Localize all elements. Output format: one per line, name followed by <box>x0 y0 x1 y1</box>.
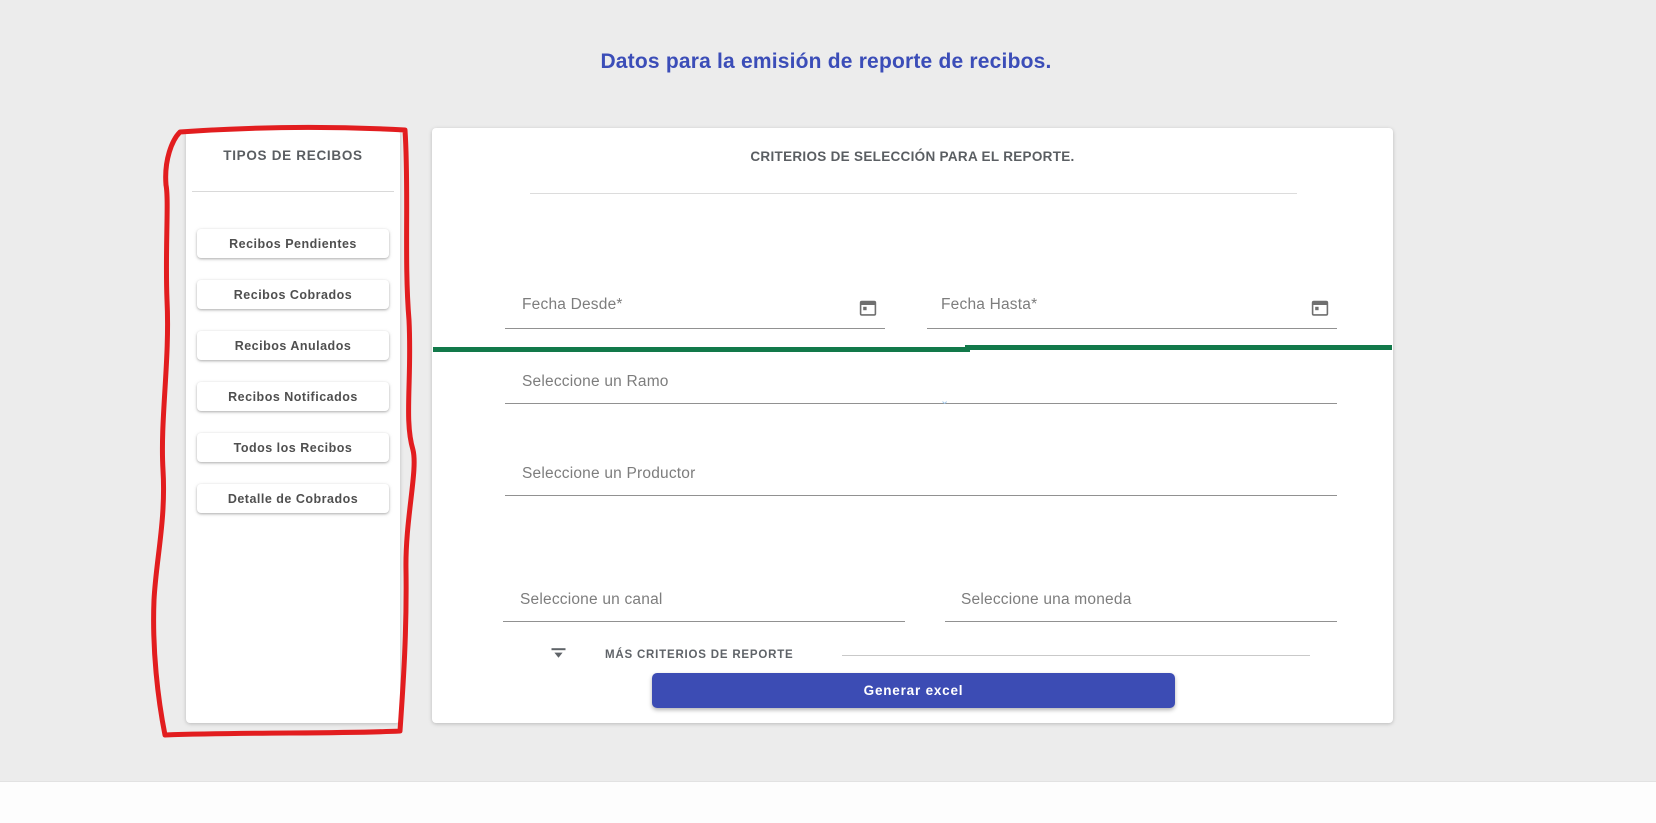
ramo-select[interactable]: Seleccione un Ramo <box>505 364 1337 404</box>
criteria-divider <box>530 193 1297 194</box>
detalle-de-cobrados-button[interactable]: Detalle de Cobrados <box>197 484 389 513</box>
fecha-hasta-field[interactable]: Fecha Hasta* <box>927 283 1337 329</box>
page-footer-strip <box>0 781 1656 823</box>
canal-select-label: Seleccione un canal <box>520 591 663 608</box>
fecha-desde-datepicker-button[interactable] <box>857 298 879 320</box>
recibos-anulados-button[interactable]: Recibos Anulados <box>197 331 389 360</box>
productor-select[interactable]: Seleccione un Productor <box>505 456 1337 496</box>
more-criteria-label: MÁS CRITERIOS DE REPORTE <box>605 649 794 661</box>
moneda-select-label: Seleccione una moneda <box>961 591 1132 608</box>
sidebar-title: TIPOS DE RECIBOS <box>223 148 363 163</box>
calendar-icon <box>1310 300 1330 321</box>
receipt-type-button-list: Recibos Pendientes Recibos Cobrados Reci… <box>186 229 400 513</box>
green-progress-bar-right <box>965 345 1392 350</box>
fecha-hasta-label: Fecha Hasta* <box>941 296 1038 313</box>
more-criteria-toggle[interactable]: MÁS CRITERIOS DE REPORTE <box>544 640 794 670</box>
moneda-select[interactable]: Seleccione una moneda <box>945 582 1337 622</box>
filter-icon <box>550 646 567 664</box>
tipos-de-recibos-card: TIPOS DE RECIBOS Recibos Pendientes Reci… <box>186 130 400 723</box>
recibos-pendientes-button[interactable]: Recibos Pendientes <box>197 229 389 258</box>
criteria-title: CRITERIOS DE SELECCIÓN PARA EL REPORTE. <box>750 149 1075 164</box>
calendar-icon <box>858 300 878 321</box>
more-criteria-divider <box>842 655 1310 656</box>
canal-select[interactable]: Seleccione un canal <box>503 582 905 622</box>
generar-excel-button[interactable]: Generar excel <box>652 673 1175 708</box>
sidebar-divider <box>192 191 394 192</box>
fecha-desde-label: Fecha Desde* <box>522 296 623 313</box>
green-progress-bar-left <box>433 347 970 352</box>
ramo-select-label: Seleccione un Ramo <box>522 373 669 390</box>
chevron-down-icon: ⌄ <box>940 395 950 407</box>
criteria-card: CRITERIOS DE SELECCIÓN PARA EL REPORTE. … <box>432 128 1393 723</box>
fecha-desde-field[interactable]: Fecha Desde* <box>505 283 885 329</box>
productor-select-label: Seleccione un Productor <box>522 465 696 482</box>
page-title: Datos para la emisión de reporte de reci… <box>600 50 1052 73</box>
fecha-hasta-datepicker-button[interactable] <box>1309 298 1331 320</box>
recibos-notificados-button[interactable]: Recibos Notificados <box>197 382 389 411</box>
recibos-cobrados-button[interactable]: Recibos Cobrados <box>197 280 389 309</box>
todos-los-recibos-button[interactable]: Todos los Recibos <box>197 433 389 462</box>
